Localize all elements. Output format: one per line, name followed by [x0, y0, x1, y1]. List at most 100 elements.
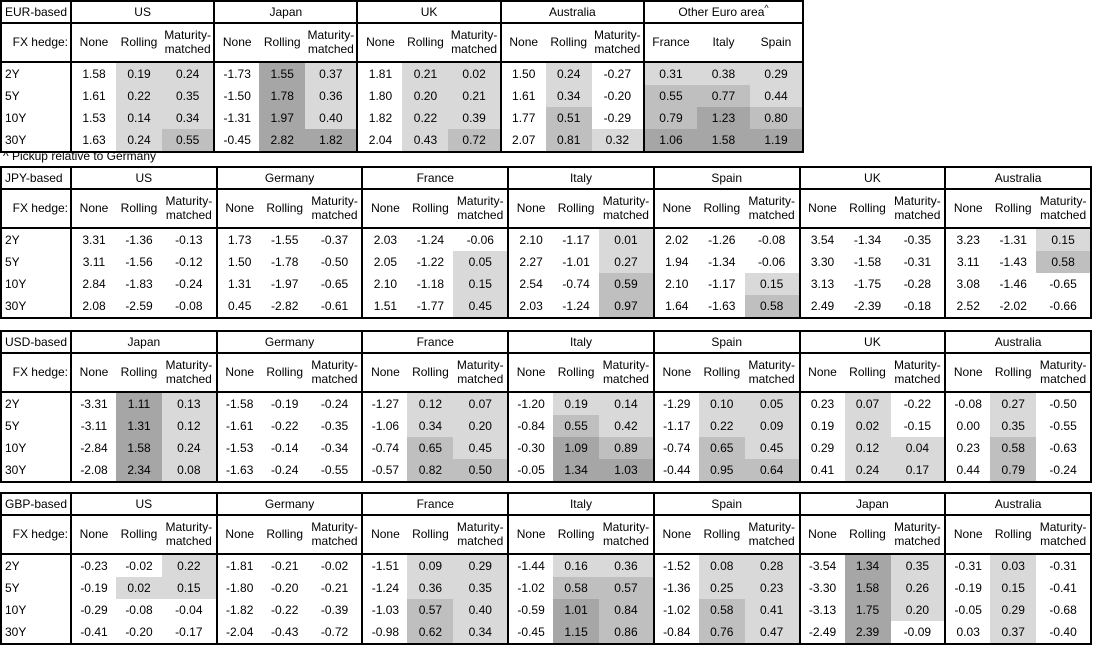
row-label: 5Y: [1, 415, 72, 437]
col-header: Maturity-matched: [307, 353, 363, 393]
col-header: Maturity-matched: [162, 189, 217, 229]
value-cell: -1.53: [215, 437, 262, 459]
value-cell: 0.20: [402, 85, 449, 107]
col-header: Rolling: [553, 353, 600, 393]
col-header: Rolling: [261, 189, 308, 229]
value-cell: 0.16: [553, 554, 600, 577]
value-cell: 0.24: [162, 62, 215, 85]
col-header: Rolling: [261, 353, 308, 393]
value-cell: 0.45: [453, 437, 509, 459]
value-cell: -0.41: [70, 621, 116, 644]
value-cell: 1.82: [356, 107, 403, 129]
value-cell: 0.02: [448, 62, 501, 85]
value-cell: 1.97: [259, 107, 306, 129]
value-cell: 0.47: [744, 621, 800, 644]
value-cell: -1.31: [213, 107, 260, 129]
value-cell: 1.61: [499, 85, 546, 107]
value-cell: 0.36: [599, 554, 654, 577]
value-cell: 2.10: [361, 273, 408, 295]
value-cell: -0.22: [271, 603, 299, 617]
value-cell: 1.94: [652, 251, 699, 273]
value-cell: 2.52: [944, 295, 991, 318]
col-header: Rolling: [844, 515, 891, 555]
value-cell: -1.63: [708, 299, 736, 313]
value-cell: 0.41: [798, 459, 845, 482]
value-cell: 0.29: [749, 62, 803, 85]
value-cell: 0.37: [305, 62, 358, 85]
value-cell: -0.68: [1049, 603, 1077, 617]
row-label: 30Y: [1, 129, 72, 152]
fx-hedge-label: FX hedge:: [1, 515, 72, 555]
group-header: Spain: [652, 493, 800, 516]
value-cell: -0.02: [320, 559, 349, 573]
row-label: 30Y: [1, 295, 72, 318]
value-cell: 0.58: [744, 295, 800, 318]
value-cell: 2.27: [507, 251, 554, 273]
value-cell: -1.24: [562, 299, 590, 313]
value-cell: 0.97: [599, 295, 654, 318]
col-header: None: [652, 353, 699, 393]
value-cell: 0.09: [744, 415, 800, 437]
value-cell: -0.39: [320, 603, 349, 617]
value-cell: 0.82: [407, 459, 454, 482]
group-name: Germany: [264, 335, 315, 349]
col-header: None: [652, 515, 699, 555]
row-label: 2Y: [1, 554, 72, 577]
value-cell: -0.22: [271, 419, 299, 433]
group-header: Italy: [507, 331, 654, 354]
value-cell: -1.56: [125, 255, 153, 269]
group-name: UK: [420, 5, 438, 19]
col-header: None: [356, 23, 403, 63]
base-label: EUR-based: [1, 1, 72, 24]
value-cell: 0.12: [844, 437, 891, 459]
value-cell: -0.24: [1049, 463, 1077, 477]
value-cell: 1.58: [116, 437, 162, 459]
value-cell: 1.09: [553, 437, 600, 459]
value-cell: -2.49: [798, 621, 845, 644]
col-header: Maturity-matched: [890, 189, 946, 229]
col-header: None: [798, 353, 845, 393]
value-cell: -1.58: [853, 255, 882, 269]
value-cell: 1.63: [70, 129, 116, 152]
value-cell: -0.55: [320, 463, 349, 477]
col-header: Maturity-matched: [599, 515, 654, 555]
value-cell: -0.63: [1049, 441, 1077, 455]
value-cell: -0.06: [466, 233, 494, 247]
eur-based-table: EUR-based US Japan UK Australia Other Euro ar…: [0, 0, 804, 153]
col-header: Maturity-matched: [307, 515, 363, 555]
col-header: Maturity-matched: [1036, 515, 1091, 555]
footnote: ^ Pickup relative to Germany: [3, 149, 157, 163]
value-cell: -3.31: [70, 392, 116, 415]
value-cell: 0.07: [453, 392, 509, 415]
value-cell: 0.55: [642, 85, 697, 107]
group-name: Japan: [856, 497, 889, 511]
value-cell: 0.40: [305, 107, 358, 129]
group-name: Italy: [569, 497, 592, 511]
value-cell: 0.41: [744, 599, 800, 621]
col-header: Italy: [696, 23, 750, 63]
value-cell: 0.40: [453, 599, 509, 621]
value-cell: 1.81: [356, 62, 403, 85]
col-header: None: [499, 23, 546, 63]
group-header: Japan: [70, 331, 217, 354]
value-cell: -0.14: [271, 441, 299, 455]
value-cell: -0.15: [903, 419, 932, 433]
value-cell: -1.29: [652, 392, 699, 415]
col-header: Maturity-matched: [890, 515, 946, 555]
group-header: Germany: [215, 331, 363, 354]
row-label: 30Y: [1, 459, 72, 482]
value-cell: -0.34: [320, 441, 349, 455]
value-cell: 0.08: [698, 554, 745, 577]
value-cell: 0.37: [990, 621, 1037, 644]
col-header: Rolling: [553, 189, 600, 229]
value-cell: 1.06: [642, 129, 697, 152]
value-cell: 0.27: [990, 392, 1037, 415]
group-name: Germany: [264, 171, 315, 185]
value-cell: 1.34: [844, 554, 891, 577]
value-cell: -2.04: [215, 621, 262, 644]
value-cell: 0.36: [407, 577, 454, 599]
value-cell: 0.03: [990, 554, 1037, 577]
value-cell: -0.19: [271, 397, 299, 411]
value-cell: 2.54: [507, 273, 554, 295]
value-cell: 1.50: [215, 251, 262, 273]
